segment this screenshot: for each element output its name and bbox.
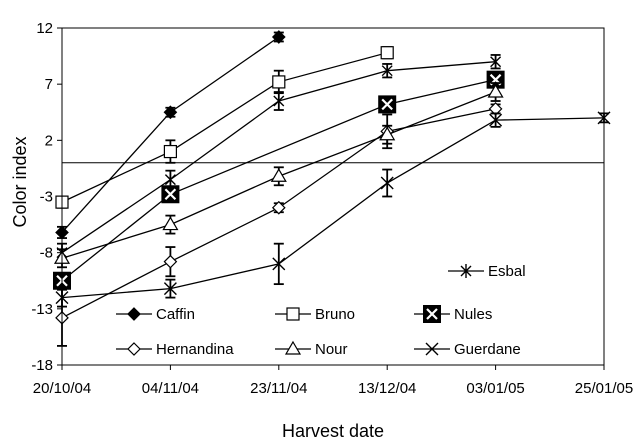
legend-marker [423, 305, 441, 323]
legend-label: Esbal [488, 263, 526, 280]
x-axis-ticks: 20/10/04 04/11/04 23/11/04 13/12/04 03/01/05… [33, 365, 633, 397]
y-tick-label: 2 [45, 132, 53, 149]
y-axis-ticks: -18 -13 -8 -3 2 7 12 [31, 20, 62, 374]
guerdane-line [61, 117, 605, 299]
x-tick-label: 20/10/04 [33, 380, 91, 397]
legend-marker [460, 264, 472, 278]
legend-label: Bruno [315, 306, 355, 323]
y-axis-title: Color index [10, 136, 30, 227]
nules-point [161, 185, 180, 204]
bruno-line [61, 52, 388, 203]
legend-item-caffin: Caffin [116, 306, 195, 323]
guerdane-point [163, 282, 177, 296]
legend-item-nules: Nules [414, 305, 492, 323]
x-tick-label: 03/01/05 [466, 380, 524, 397]
esbal-point [164, 172, 176, 187]
legend-label: Hernandina [156, 341, 234, 358]
esbal-point [490, 54, 502, 69]
x-tick-label: 23/11/04 [250, 380, 307, 397]
plot-area-frame [61, 27, 605, 366]
nules-point [378, 95, 397, 114]
esbal-point [273, 94, 285, 109]
guerdane-point [272, 257, 286, 271]
series-nules [53, 70, 505, 290]
guerdane-point [489, 113, 503, 127]
y-tick-label: -13 [31, 301, 53, 318]
nules-line [61, 79, 496, 282]
legend-label: Nour [315, 341, 348, 358]
x-axis-title: Harvest date [282, 421, 384, 441]
y-tick-label: 7 [45, 76, 53, 93]
legend-item-esbal: Esbal [448, 263, 526, 280]
series-guerdane [55, 111, 611, 308]
bruno-point [380, 46, 394, 60]
nour-point [270, 168, 287, 182]
y-tick-label: -3 [40, 189, 53, 206]
legend-item-guerdane: Guerdane [414, 341, 521, 358]
legend-label: Nules [454, 306, 492, 323]
x-tick-label: 13/12/04 [358, 380, 416, 397]
esbal-point [381, 63, 393, 78]
x-tick-label: 04/11/04 [142, 380, 199, 397]
series-caffin [55, 30, 286, 240]
y-tick-label: -8 [40, 245, 53, 262]
legend-marker [127, 307, 141, 321]
guerdane-point [380, 176, 394, 190]
legend: Esbal Caffin Bruno Nules Hernandina Nour Guerd… [116, 263, 526, 358]
y-tick-label: -18 [31, 357, 53, 374]
caffin-point [271, 30, 286, 44]
bruno-point [272, 75, 286, 89]
bruno-point [163, 144, 177, 159]
series-layer [53, 30, 611, 347]
nour-point [487, 83, 504, 98]
legend-label: Guerdane [454, 341, 521, 358]
legend-item-nour: Nour [275, 340, 348, 358]
hernandina-point [163, 254, 178, 269]
nour-point [379, 126, 396, 141]
legend-marker [286, 307, 300, 321]
legend-marker [127, 342, 141, 356]
legend-marker [425, 342, 439, 356]
nour-point [162, 216, 179, 231]
y-tick-label: 12 [36, 20, 53, 37]
legend-marker [284, 340, 302, 355]
hernandina-point [271, 200, 286, 215]
legend-item-hernandina: Hernandina [116, 341, 234, 358]
x-tick-label: 25/01/05 [575, 380, 633, 397]
legend-item-bruno: Bruno [275, 306, 355, 323]
legend-label: Caffin [156, 306, 195, 323]
caffin-point [163, 105, 178, 120]
